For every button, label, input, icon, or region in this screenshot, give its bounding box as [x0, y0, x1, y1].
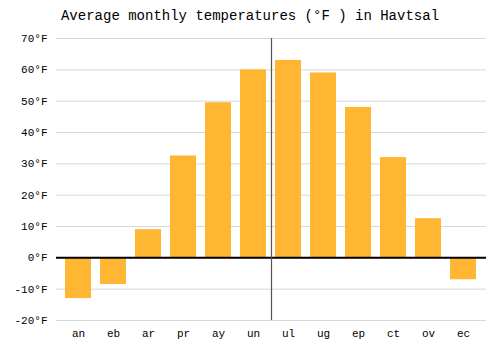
svg-text:an: an [72, 328, 85, 340]
svg-text:10°F: 10°F [21, 221, 47, 233]
svg-text:ug: ug [317, 328, 330, 340]
svg-text:50°F: 50°F [21, 96, 47, 108]
html-text:Average monthly temperatures (: Average monthly temperatures (°F ) in Ha… [61, 8, 439, 24]
svg-text:pr: pr [177, 328, 190, 340]
svg-text:40°F: 40°F [21, 127, 47, 139]
svg-text:eb: eb [107, 328, 120, 340]
svg-text:ul: ul [282, 328, 295, 340]
svg-text:-10°F: -10°F [14, 284, 47, 296]
svg-text:30°F: 30°F [21, 158, 47, 170]
svg-text:20°F: 20°F [21, 190, 47, 202]
svg-text:ep: ep [352, 328, 365, 340]
svg-text:70°F: 70°F [21, 33, 47, 45]
svg-text:0°F: 0°F [28, 252, 48, 264]
svg-text:ov: ov [422, 328, 436, 340]
svg-text:ct: ct [387, 328, 400, 340]
svg-text:60°F: 60°F [21, 64, 47, 76]
svg-text:ay: ay [212, 328, 226, 340]
svg-text:un: un [247, 328, 260, 340]
svg-text:-20°F: -20°F [14, 315, 47, 327]
svg-text:ec: ec [457, 328, 470, 340]
svg-text:ar: ar [142, 328, 155, 340]
